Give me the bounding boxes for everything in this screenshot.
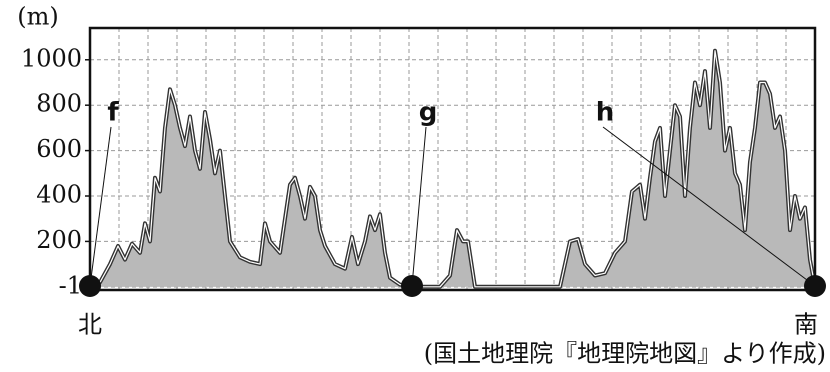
- north-label: 北: [78, 311, 102, 339]
- y-tick-label: 1000: [21, 44, 82, 72]
- y-tick-label: 800: [36, 90, 82, 118]
- marker-label: f: [107, 98, 119, 128]
- leader-line: [411, 126, 427, 287]
- y-axis-label: (m): [17, 3, 58, 31]
- leader-line: [602, 126, 816, 287]
- area-fill: [90, 50, 815, 287]
- plot-frame: [88, 26, 817, 292]
- y-tick-label: 400: [36, 181, 82, 209]
- profile-inner: [89, 50, 816, 288]
- y-tick-label: 200: [36, 226, 82, 254]
- y-tick-label: 600: [36, 135, 82, 163]
- source: (国土地理院『地理院地図』より作成): [424, 340, 826, 368]
- leader-line: [89, 126, 112, 287]
- marker-point: [804, 275, 826, 297]
- marker-label: g: [419, 98, 438, 128]
- marker-point: [79, 275, 101, 297]
- marker-point: [401, 275, 423, 297]
- marker-label: h: [596, 98, 615, 128]
- y-tick-label: -1: [59, 272, 82, 300]
- south-label: 南: [794, 311, 818, 339]
